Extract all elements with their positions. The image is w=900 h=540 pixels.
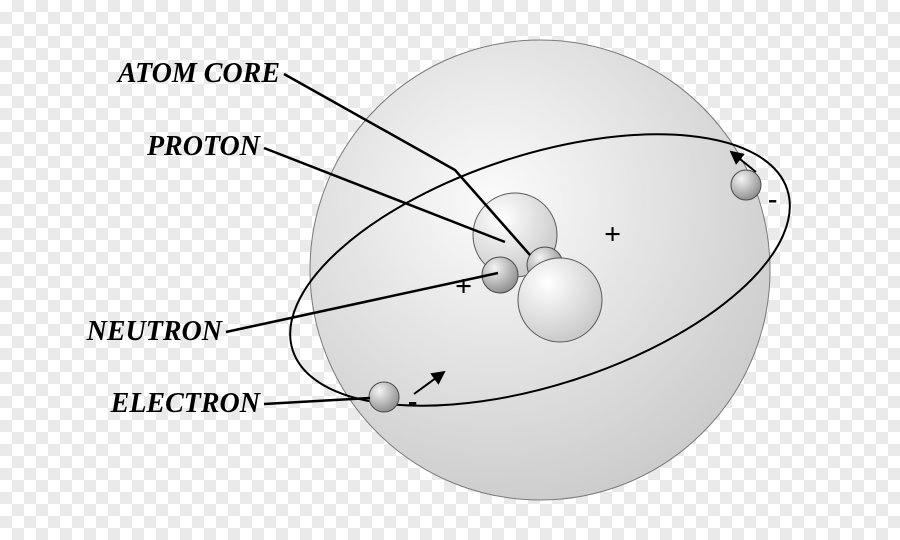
- svg-text:-: -: [408, 386, 417, 417]
- label-electron: ELECTRON: [110, 388, 262, 419]
- svg-text:-: -: [768, 184, 777, 215]
- label-proton: PROTON: [146, 131, 262, 162]
- charge-plus: +: [455, 270, 472, 303]
- label-atom-core: ATOM CORE: [116, 58, 280, 89]
- proton-sphere: [518, 258, 602, 342]
- charge-plus: +: [604, 218, 621, 251]
- label-neutron: NEUTRON: [86, 316, 224, 347]
- atom-diagram: + + - - ATOM CORE PROTON NEUTRON ELECTRO…: [0, 0, 900, 540]
